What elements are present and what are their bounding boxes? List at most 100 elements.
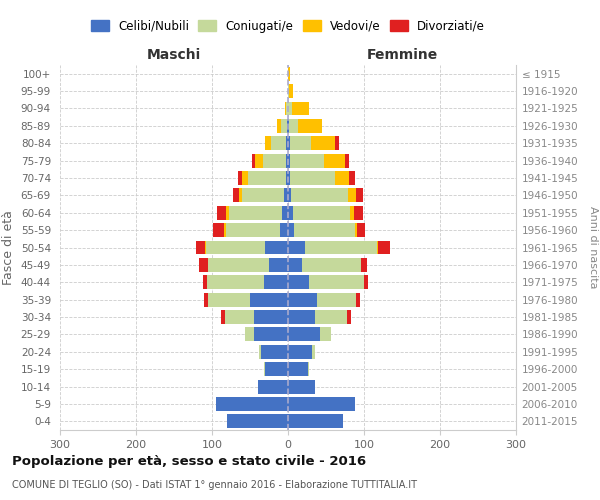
- Bar: [288, 223, 294, 237]
- Bar: [248, 171, 286, 185]
- Bar: [233, 188, 239, 202]
- Y-axis label: Anni di nascita: Anni di nascita: [588, 206, 598, 289]
- Bar: [213, 223, 224, 237]
- Bar: [208, 258, 269, 272]
- Bar: [294, 223, 355, 237]
- Bar: [316, 310, 347, 324]
- Bar: [354, 206, 363, 220]
- Y-axis label: Fasce di età: Fasce di età: [2, 210, 15, 285]
- Bar: [206, 240, 265, 254]
- Bar: [288, 171, 290, 185]
- Bar: [284, 188, 288, 202]
- Bar: [347, 310, 351, 324]
- Bar: [227, 414, 288, 428]
- Bar: [288, 119, 289, 133]
- Bar: [317, 292, 356, 306]
- Bar: [349, 171, 355, 185]
- Bar: [263, 276, 288, 289]
- Bar: [229, 206, 282, 220]
- Bar: [199, 258, 208, 272]
- Bar: [288, 206, 293, 220]
- Bar: [290, 136, 311, 150]
- Bar: [324, 154, 345, 168]
- Bar: [288, 345, 313, 358]
- Bar: [287, 119, 288, 133]
- Bar: [242, 188, 284, 202]
- Bar: [293, 206, 350, 220]
- Bar: [288, 414, 343, 428]
- Bar: [271, 136, 286, 150]
- Bar: [238, 171, 242, 185]
- Bar: [286, 136, 288, 150]
- Bar: [225, 310, 254, 324]
- Bar: [250, 292, 288, 306]
- Bar: [350, 206, 354, 220]
- Bar: [288, 240, 305, 254]
- Bar: [226, 223, 280, 237]
- Bar: [208, 292, 250, 306]
- Text: Popolazione per età, sesso e stato civile - 2016: Popolazione per età, sesso e stato civil…: [12, 455, 366, 468]
- Bar: [290, 154, 324, 168]
- Bar: [289, 84, 293, 98]
- Bar: [203, 276, 206, 289]
- Legend: Celibi/Nubili, Coniugati/e, Vedovi/e, Divorziati/e: Celibi/Nubili, Coniugati/e, Vedovi/e, Di…: [91, 20, 485, 33]
- Bar: [239, 188, 242, 202]
- Bar: [251, 154, 256, 168]
- Bar: [226, 206, 229, 220]
- Bar: [262, 345, 288, 358]
- Bar: [257, 380, 288, 394]
- Bar: [320, 328, 331, 342]
- Bar: [224, 223, 226, 237]
- Bar: [288, 397, 355, 411]
- Bar: [292, 102, 308, 116]
- Bar: [221, 310, 225, 324]
- Bar: [348, 188, 356, 202]
- Text: Maschi: Maschi: [147, 48, 201, 62]
- Bar: [288, 258, 302, 272]
- Bar: [355, 223, 357, 237]
- Bar: [245, 328, 254, 342]
- Bar: [256, 154, 263, 168]
- Bar: [356, 188, 363, 202]
- Bar: [285, 102, 286, 116]
- Bar: [289, 119, 298, 133]
- Bar: [288, 310, 316, 324]
- Bar: [286, 102, 288, 116]
- Bar: [309, 276, 364, 289]
- Bar: [305, 240, 377, 254]
- Bar: [205, 292, 208, 306]
- Bar: [377, 240, 379, 254]
- Bar: [288, 292, 317, 306]
- Bar: [265, 362, 288, 376]
- Bar: [291, 188, 348, 202]
- Bar: [288, 136, 290, 150]
- Bar: [302, 258, 361, 272]
- Bar: [311, 136, 335, 150]
- Bar: [356, 292, 360, 306]
- Bar: [254, 328, 288, 342]
- Bar: [205, 240, 206, 254]
- Bar: [288, 380, 316, 394]
- Bar: [206, 276, 263, 289]
- Bar: [269, 258, 288, 272]
- Text: Femmine: Femmine: [367, 48, 437, 62]
- Bar: [288, 276, 309, 289]
- Bar: [282, 206, 288, 220]
- Bar: [286, 154, 288, 168]
- Bar: [290, 171, 335, 185]
- Bar: [335, 136, 339, 150]
- Bar: [281, 119, 287, 133]
- Bar: [265, 136, 271, 150]
- Bar: [277, 119, 281, 133]
- Bar: [288, 66, 290, 80]
- Bar: [345, 154, 349, 168]
- Bar: [263, 154, 286, 168]
- Bar: [254, 310, 288, 324]
- Bar: [361, 258, 367, 272]
- Bar: [313, 345, 316, 358]
- Bar: [288, 362, 308, 376]
- Bar: [288, 154, 290, 168]
- Bar: [288, 328, 320, 342]
- Bar: [259, 345, 262, 358]
- Bar: [217, 206, 226, 220]
